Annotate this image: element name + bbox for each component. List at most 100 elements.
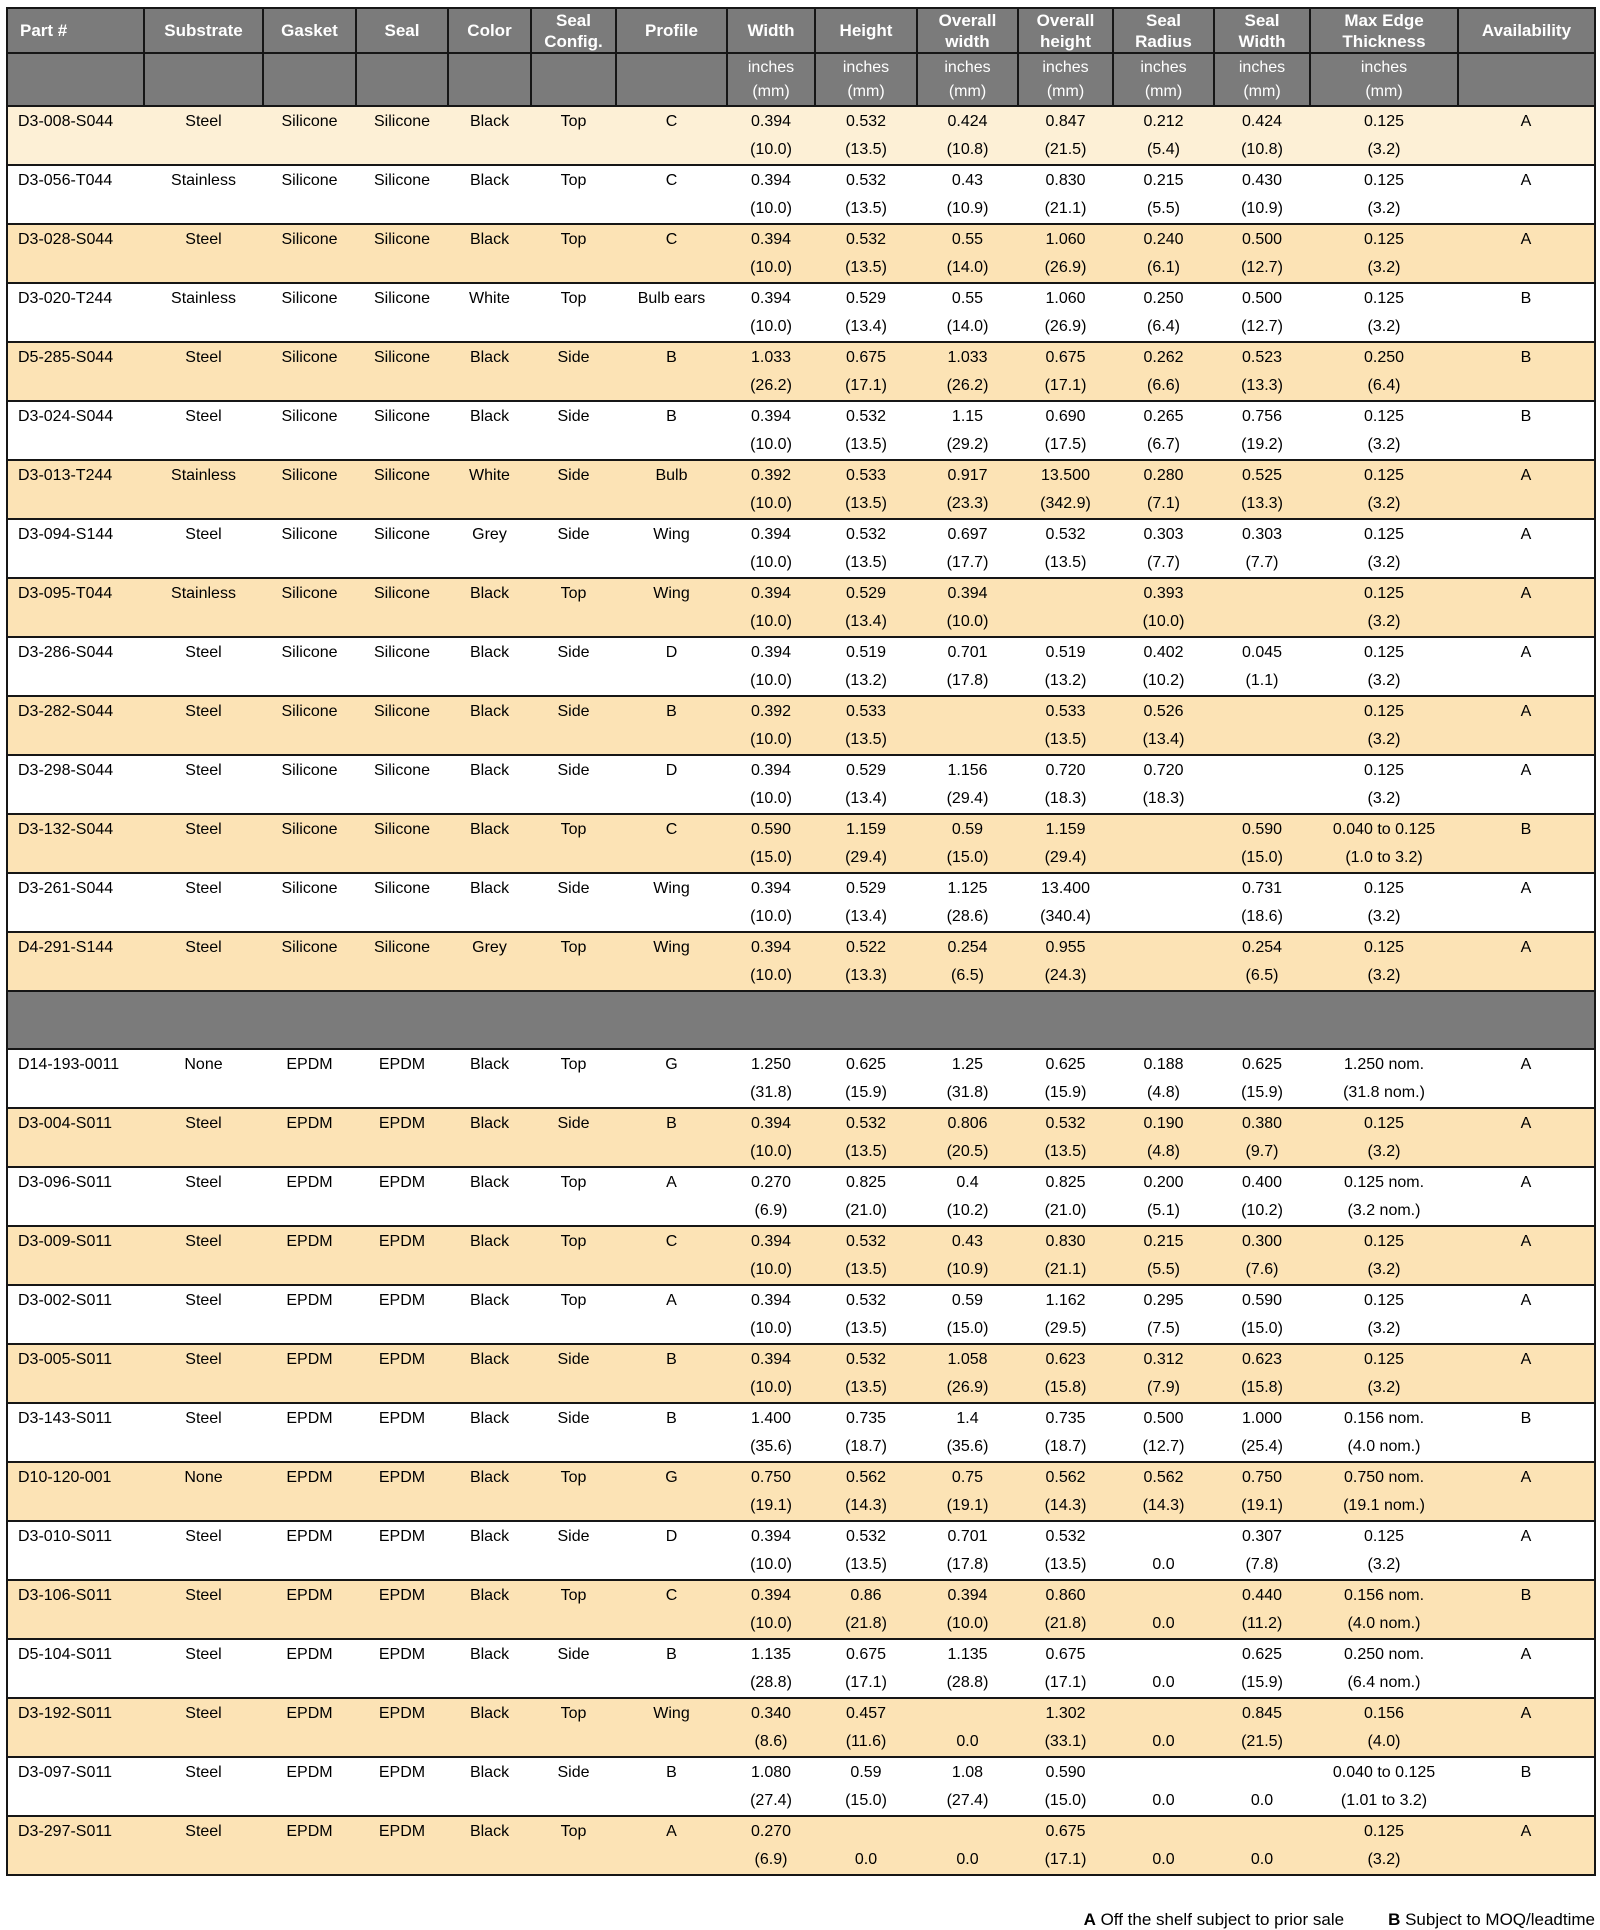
cell-substrate: Steel (144, 1579, 263, 1639)
table-row: D3-013-T244 Stainless Silicone Silicone Whit… (7, 459, 1595, 519)
cell-color: Black (448, 636, 531, 696)
cell-seal: EPDM (356, 1225, 448, 1285)
cell-height: 0.529 (13.4) (815, 872, 917, 932)
cell-width: 0.394 (10.0) (727, 164, 815, 224)
cell-oheight: 0.825 (21.0) (1018, 1166, 1113, 1226)
cell-sradius: 0.200 (5.1) (1113, 1166, 1214, 1226)
cell-seal: Silicone (356, 931, 448, 991)
cell-maxedge: 0.040 to 0.125 (1.01 to 3.2) (1310, 1756, 1458, 1816)
column-header-height: Height (814, 7, 918, 54)
cell-gasket: Silicone (263, 931, 356, 991)
cell-substrate: Steel (144, 1107, 263, 1167)
units-header-avail (1457, 52, 1596, 107)
cell-gasket: Silicone (263, 459, 356, 519)
cell-gasket: EPDM (263, 1756, 356, 1816)
cell-swidth (1214, 695, 1310, 755)
cell-config: Side (531, 754, 616, 814)
cell-part: D3-143-S011 (7, 1402, 144, 1462)
cell-color: Black (448, 1284, 531, 1344)
cell-width: 1.135 (28.8) (727, 1638, 815, 1698)
cell-color: Black (448, 695, 531, 755)
cell-width: 0.394 (10.0) (727, 1579, 815, 1639)
cell-width: 1.033 (26.2) (727, 341, 815, 401)
cell-substrate: Stainless (144, 577, 263, 637)
cell-height: 0.532 (13.5) (815, 223, 917, 283)
cell-oheight: 0.532 (13.5) (1018, 1107, 1113, 1167)
cell-oheight: 1.060 (26.9) (1018, 223, 1113, 283)
cell-maxedge: 0.125 (3.2) (1310, 872, 1458, 932)
cell-substrate: None (144, 1461, 263, 1521)
cell-part: D3-004-S011 (7, 1107, 144, 1167)
cell-color: Black (448, 1638, 531, 1698)
cell-profile: Wing (616, 872, 727, 932)
cell-avail: B (1458, 1402, 1595, 1462)
cell-gasket: EPDM (263, 1520, 356, 1580)
cell-color: Black (448, 1520, 531, 1580)
cell-height: 0.457 (11.6) (815, 1697, 917, 1757)
cell-width: 0.394 (10.0) (727, 1520, 815, 1580)
cell-swidth: 0.045 (1.1) (1214, 636, 1310, 696)
availability-legend: A Off the shelf subject to prior sale B S… (6, 1910, 1595, 1930)
cell-width: 0.394 (10.0) (727, 223, 815, 283)
cell-avail: A (1458, 1520, 1595, 1580)
legend-b-key: B (1388, 1910, 1401, 1929)
cell-config: Side (531, 400, 616, 460)
cell-profile: B (616, 695, 727, 755)
cell-oheight: 0.955 (24.3) (1018, 931, 1113, 991)
legend-a: A Off the shelf subject to prior sale (1084, 1910, 1345, 1929)
cell-height: 0.533 (13.5) (815, 459, 917, 519)
cell-avail: A (1458, 1225, 1595, 1285)
cell-oheight (1018, 577, 1113, 637)
column-header-part: Part # (6, 7, 145, 54)
cell-width: 0.270 (6.9) (727, 1166, 815, 1226)
cell-color: White (448, 459, 531, 519)
cell-maxedge: 0.125 (3.2) (1310, 164, 1458, 224)
cell-profile: D (616, 754, 727, 814)
cell-seal: EPDM (356, 1815, 448, 1875)
cell-sradius: 0.500 (12.7) (1113, 1402, 1214, 1462)
cell-height: 0.532 (13.5) (815, 1107, 917, 1167)
cell-profile: C (616, 813, 727, 873)
units-header-profile (615, 52, 728, 107)
cell-width: 1.400 (35.6) (727, 1402, 815, 1462)
cell-owidth: 1.135 (28.8) (917, 1638, 1018, 1698)
cell-owidth: 0.701 (17.8) (917, 1520, 1018, 1580)
cell-width: 0.394 (10.0) (727, 754, 815, 814)
cell-part: D3-106-S011 (7, 1579, 144, 1639)
column-header-seal: Seal (355, 7, 449, 54)
cell-owidth: 0.917 (23.3) (917, 459, 1018, 519)
cell-color: White (448, 282, 531, 342)
cell-part: D3-095-T044 (7, 577, 144, 637)
cell-owidth: 1.125 (28.6) (917, 872, 1018, 932)
cell-sradius: 0.190 (4.8) (1113, 1107, 1214, 1167)
cell-height: 0.532 (13.5) (815, 1343, 917, 1403)
cell-avail: A (1458, 1697, 1595, 1757)
units-header-gasket (262, 52, 357, 107)
cell-height: 0.735 (18.7) (815, 1402, 917, 1462)
cell-config: Side (531, 341, 616, 401)
cell-owidth: 0.43 (10.9) (917, 1225, 1018, 1285)
cell-height: 0.675 (17.1) (815, 341, 917, 401)
column-header-color: Color (447, 7, 532, 54)
table-row: D3-028-S044 Steel Silicone Silicone Black Top… (7, 223, 1595, 283)
units-row: inches (mm) inches (mm) inches (mm) inches … (6, 52, 1596, 107)
cell-gasket: Silicone (263, 577, 356, 637)
cell-maxedge: 0.125 (3.2) (1310, 459, 1458, 519)
cell-width: 0.590 (15.0) (727, 813, 815, 873)
table-row: D3-282-S044 Steel Silicone Silicone Black Sid… (7, 695, 1595, 755)
cell-seal: EPDM (356, 1284, 448, 1344)
cell-substrate: Steel (144, 872, 263, 932)
cell-config: Top (531, 105, 616, 165)
cell-profile: A (616, 1815, 727, 1875)
cell-owidth: 0.75 (19.1) (917, 1461, 1018, 1521)
cell-part: D3-132-S044 (7, 813, 144, 873)
cell-width: 1.080 (27.4) (727, 1756, 815, 1816)
cell-maxedge: 0.125 (3.2) (1310, 1107, 1458, 1167)
cell-substrate: Steel (144, 105, 263, 165)
table-row: D3-096-S011 Steel EPDM EPDM Black Top A 0.270 (6… (7, 1166, 1595, 1226)
cell-color: Black (448, 1756, 531, 1816)
cell-config: Top (531, 1284, 616, 1344)
cell-avail: A (1458, 1343, 1595, 1403)
cell-owidth: 0.806 (20.5) (917, 1107, 1018, 1167)
cell-color: Black (448, 1402, 531, 1462)
